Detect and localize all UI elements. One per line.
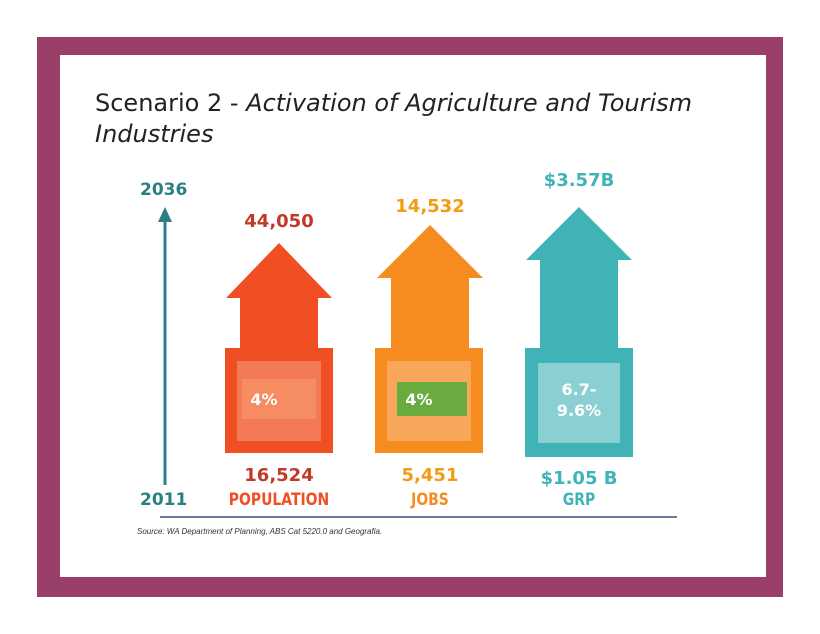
slide-title: Scenario 2 - Activation of Agriculture a… [95,88,755,150]
grp-growth: 6.7- 9.6% [556,380,602,420]
grp-arrowhead [526,207,632,350]
timeline-arrowhead [158,207,172,222]
jobs-label: JOBS [411,490,449,510]
title-emphasis: Activation of Agriculture and Tourism In… [95,89,693,148]
grp-arrow [525,207,633,457]
population-growth: 4% [250,390,278,409]
jobs-arrowhead [377,225,483,350]
grp-2011-value: $1.05 B [540,468,618,489]
title-prefix: Scenario 2 - [95,89,247,117]
population-2036-value: 44,050 [244,211,314,232]
population-highlight [242,379,316,419]
grp-inner-box [538,363,620,443]
population-2011-value: 16,524 [244,465,314,486]
jobs-2011-value: 5,451 [401,465,459,486]
grp-2036-value: $3.57B [543,170,615,191]
source-note: Source: WA Department of Planning, ABS C… [137,527,383,536]
grp-label: GRP [562,490,596,510]
jobs-highlight [397,382,467,416]
jobs-2036-value: 14,532 [395,196,465,217]
jobs-arrow [375,225,483,453]
end-year-label: 2036 [140,180,188,200]
start-year-label: 2011 [140,490,188,510]
population-arrowhead [226,243,332,350]
population-label: POPULATION [228,490,330,510]
jobs-growth: 4% [405,390,433,409]
population-arrow [225,243,333,453]
